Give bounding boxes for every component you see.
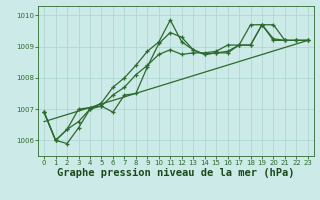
X-axis label: Graphe pression niveau de la mer (hPa): Graphe pression niveau de la mer (hPa) xyxy=(57,168,295,178)
